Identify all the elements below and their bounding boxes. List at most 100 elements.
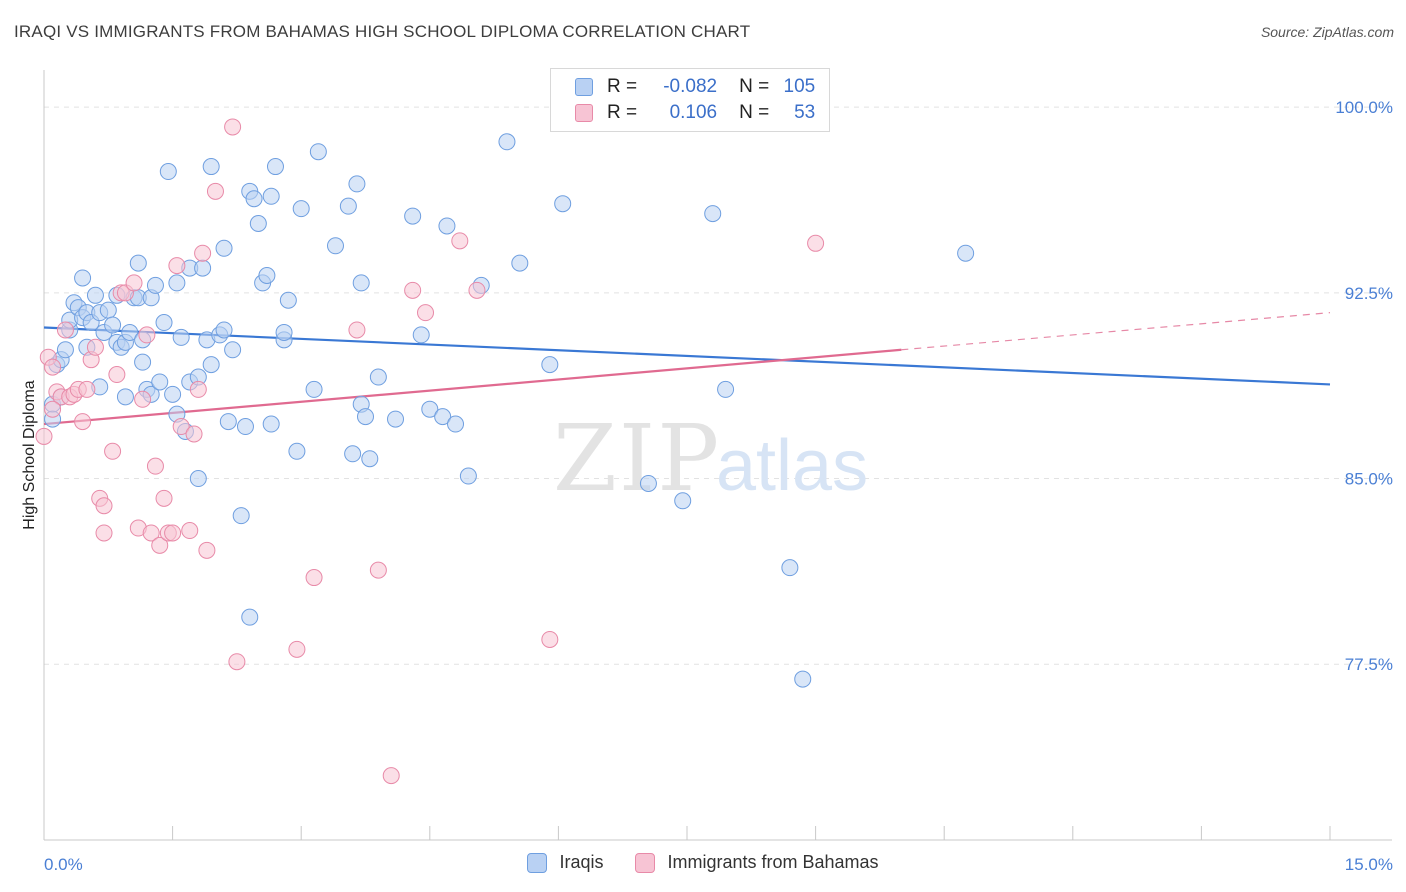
point-iraqis	[275, 323, 293, 341]
series-swatch-iraqis	[527, 852, 548, 873]
axes	[43, 70, 1392, 841]
trend-line-bahamas	[43, 348, 902, 426]
y-tick-label: 85.0%	[1345, 470, 1393, 489]
point-iraqis	[292, 200, 310, 218]
point-iraqis	[339, 197, 357, 215]
point-iraqis	[361, 450, 379, 468]
point-bahamas	[86, 338, 104, 356]
point-bahamas	[146, 457, 164, 475]
legend-r-value-iraqis: -0.082	[663, 76, 718, 97]
point-iraqis	[279, 291, 297, 309]
point-iraqis	[74, 269, 92, 287]
point-iraqis	[438, 217, 456, 235]
point-iraqis	[781, 559, 799, 577]
point-iraqis	[134, 353, 152, 371]
legend-swatch-iraqis	[575, 78, 593, 96]
point-bahamas	[95, 524, 113, 542]
point-iraqis	[305, 380, 323, 398]
point-iraqis	[168, 274, 186, 292]
point-bahamas	[138, 326, 156, 344]
point-bahamas	[56, 321, 74, 339]
series-swatch-bahamas	[635, 852, 656, 873]
point-iraqis	[151, 373, 169, 391]
series-name-iraqis: Iraqis	[559, 852, 604, 872]
point-iraqis	[219, 413, 237, 431]
point-iraqis	[249, 215, 267, 233]
point-bahamas	[125, 274, 143, 292]
point-bahamas	[807, 234, 825, 252]
x-tick-label: 15.0%	[1345, 855, 1393, 874]
point-bahamas	[78, 380, 96, 398]
point-bahamas	[155, 489, 173, 507]
legend-row-iraqis: R = -0.082 N = 105	[575, 74, 815, 100]
x-tick-label: 0.0%	[44, 855, 83, 874]
watermark-atlas: atlas	[716, 426, 868, 506]
series-name-bahamas: Immigrants from Bahamas	[667, 852, 879, 872]
point-iraqis	[434, 408, 452, 426]
chart-title: IRAQI VS IMMIGRANTS FROM BAHAMAS HIGH SC…	[14, 22, 751, 41]
point-iraqis	[121, 323, 139, 341]
point-iraqis	[309, 143, 327, 161]
legend-n-label: N =	[739, 102, 770, 123]
point-iraqis	[344, 445, 362, 463]
point-iraqis	[288, 442, 306, 460]
point-iraqis	[215, 321, 233, 339]
point-iraqis	[245, 190, 263, 208]
trend-lines	[43, 312, 1331, 426]
point-bahamas	[142, 524, 160, 542]
point-iraqis	[262, 415, 280, 433]
point-iraqis	[369, 368, 387, 386]
point-iraqis	[241, 608, 259, 626]
point-iraqis	[794, 670, 812, 688]
y-axis-label: High School Diploma	[21, 380, 38, 530]
point-iraqis	[511, 254, 529, 272]
correlation-legend: R = -0.082 N = 105 R = 0.106 N = 53	[550, 68, 830, 132]
point-bahamas	[95, 497, 113, 515]
point-iraqis	[99, 301, 117, 319]
point-iraqis	[224, 341, 242, 359]
tick-labels: 77.5% 85.0% 92.5% 100.0% 0.0% 15.0%	[44, 98, 1393, 874]
point-bahamas	[35, 427, 53, 445]
point-iraqis	[639, 474, 657, 492]
point-iraqis	[232, 507, 250, 525]
point-bahamas	[305, 569, 323, 587]
point-iraqis	[352, 274, 370, 292]
y-tick-label: 92.5%	[1345, 284, 1393, 303]
point-bahamas	[172, 418, 190, 436]
point-iraqis	[459, 467, 477, 485]
point-iraqis	[447, 415, 465, 433]
point-bahamas	[181, 522, 199, 540]
point-iraqis	[258, 266, 276, 284]
point-bahamas	[369, 561, 387, 579]
point-bahamas	[417, 304, 435, 322]
series-legend-iraqis: Iraqis	[527, 852, 603, 873]
point-iraqis	[357, 408, 374, 426]
series-legend: Iraqis Immigrants from Bahamas	[0, 852, 1406, 873]
point-iraqis	[86, 286, 104, 304]
point-iraqis	[159, 163, 177, 181]
point-iraqis	[172, 328, 190, 346]
point-iraqis	[155, 314, 173, 332]
point-iraqis	[262, 187, 280, 205]
point-bahamas	[348, 321, 366, 339]
point-iraqis	[116, 388, 134, 406]
trend-line-iraqis	[43, 326, 1331, 386]
point-iraqis	[412, 326, 430, 344]
point-iraqis	[541, 356, 559, 374]
point-iraqis	[236, 418, 254, 436]
legend-n-label: N =	[739, 76, 770, 97]
point-bahamas	[134, 390, 152, 408]
point-iraqis	[194, 259, 212, 277]
y-tick-label: 100.0%	[1335, 98, 1393, 117]
point-bahamas	[44, 358, 62, 376]
point-bahamas	[404, 281, 422, 299]
point-bahamas	[151, 536, 169, 554]
trend-line-bahamas-extension	[901, 312, 1331, 351]
point-bahamas	[108, 366, 126, 384]
point-bahamas	[382, 767, 400, 785]
chart-source: Source: ZipAtlas.com	[1260, 24, 1394, 40]
point-bahamas	[206, 182, 224, 200]
point-iraqis	[421, 400, 439, 418]
y-tick-label: 77.5%	[1345, 655, 1393, 674]
point-iraqis	[404, 207, 422, 225]
